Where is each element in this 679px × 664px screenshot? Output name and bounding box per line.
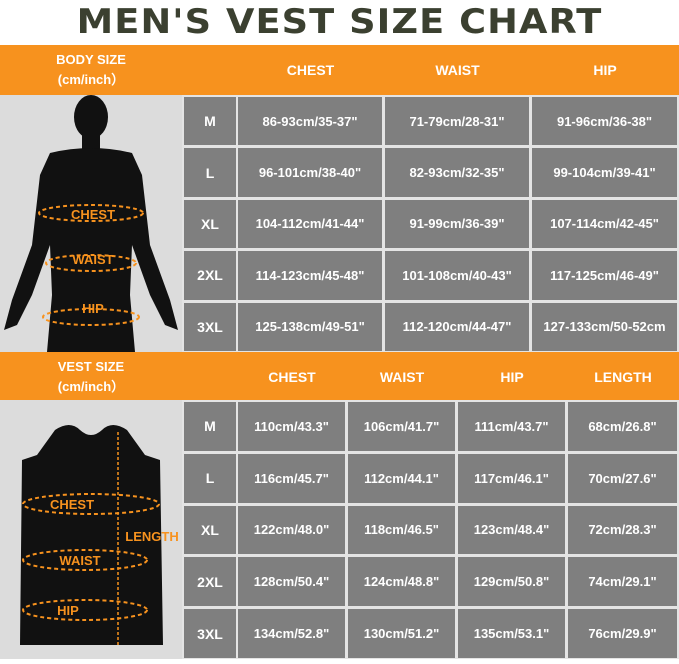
vest-length-figure-label: LENGTH xyxy=(125,529,178,544)
measurement-cell: 125-138cm/49-51" xyxy=(238,302,382,351)
vest-size-label: VEST SIZE (cm/inch） xyxy=(0,357,182,397)
measurement-cell: 122cm/48.0" xyxy=(238,505,345,555)
size-cell: L xyxy=(184,148,236,197)
measurement-cell: 70cm/27.6" xyxy=(568,453,677,503)
size-cell: M xyxy=(184,97,236,146)
measurement-cell: 129cm/50.8" xyxy=(458,557,565,607)
body-size-unit: (cm/inch） xyxy=(57,72,125,87)
measurement-cell: 123cm/48.4" xyxy=(458,505,565,555)
page-title: MEN'S VEST SIZE CHART xyxy=(76,2,603,42)
measurement-cell: 68cm/26.8" xyxy=(568,402,677,451)
size-cell: L xyxy=(184,453,236,503)
measurement-cell: 106cm/41.7" xyxy=(348,402,455,451)
measurement-cell: 116cm/45.7" xyxy=(238,453,345,503)
vest-size-table: M 110cm/43.3" 106cm/41.7" 111cm/43.7" 68cm/2… xyxy=(182,400,679,659)
body-size-label: BODY SIZE (cm/inch） xyxy=(0,50,182,90)
measurement-cell: 128cm/50.4" xyxy=(238,557,345,607)
measurement-cell: 76cm/29.9" xyxy=(568,609,677,658)
chest-figure-label: CHEST xyxy=(71,207,115,222)
vest-size-label-line1: VEST SIZE xyxy=(57,359,125,374)
measurement-cell: 96-101cm/38-40" xyxy=(238,148,382,197)
vest-chest-figure-label: CHEST xyxy=(50,497,94,512)
measurement-cell: 86-93cm/35-37" xyxy=(238,97,382,146)
column-header-chest: CHEST xyxy=(286,62,335,78)
measurement-cell: 117-125cm/46-49" xyxy=(532,251,677,300)
column-header-length: LENGTH xyxy=(594,369,652,385)
vest-figure-panel: CHEST WAIST HIP LENGTH xyxy=(0,400,182,659)
hip-figure-label: HIP xyxy=(82,301,104,316)
vest-waist-figure-label: WAIST xyxy=(59,553,100,568)
measurement-cell: 114-123cm/45-48" xyxy=(238,251,382,300)
body-size-header: BODY SIZE (cm/inch） CHEST WAIST HIP xyxy=(0,45,679,95)
body-silhouette-icon: CHEST WAIST HIP xyxy=(4,95,178,352)
vest-silhouette-icon: CHEST WAIST HIP LENGTH xyxy=(20,425,179,645)
measurement-cell: 134cm/52.8" xyxy=(238,609,345,658)
column-header-waist: WAIST xyxy=(435,62,480,78)
column-header-hip: HIP xyxy=(500,369,524,385)
measurement-cell: 101-108cm/40-43" xyxy=(385,251,529,300)
measurement-cell: 99-104cm/39-41" xyxy=(532,148,677,197)
measurement-cell: 91-96cm/36-38" xyxy=(532,97,677,146)
column-header-chest: CHEST xyxy=(268,369,316,385)
measurement-cell: 118cm/46.5" xyxy=(348,505,455,555)
measurement-cell: 82-93cm/32-35" xyxy=(385,148,529,197)
waist-figure-label: WAIST xyxy=(72,252,113,267)
measurement-cell: 110cm/43.3" xyxy=(238,402,345,451)
measurement-cell: 71-79cm/28-31" xyxy=(385,97,529,146)
size-cell: M xyxy=(184,402,236,451)
body-size-label-line1: BODY SIZE xyxy=(56,52,126,67)
measurement-cell: 107-114cm/42-45" xyxy=(532,199,677,249)
measurement-cell: 117cm/46.1" xyxy=(458,453,565,503)
measurement-cell: 91-99cm/36-39" xyxy=(385,199,529,249)
measurement-cell: 74cm/29.1" xyxy=(568,557,677,607)
measurement-cell: 72cm/28.3" xyxy=(568,505,677,555)
column-header-waist: WAIST xyxy=(379,369,425,385)
size-cell: 3XL xyxy=(184,302,236,351)
measurement-cell: 124cm/48.8" xyxy=(348,557,455,607)
size-cell: XL xyxy=(184,199,236,249)
measurement-cell: 130cm/51.2" xyxy=(348,609,455,658)
size-cell: 2XL xyxy=(184,557,236,607)
size-cell: 3XL xyxy=(184,609,236,658)
vest-size-unit: (cm/inch） xyxy=(57,379,125,394)
measurement-cell: 104-112cm/41-44" xyxy=(238,199,382,249)
vest-hip-figure-label: HIP xyxy=(57,603,79,618)
size-cell: XL xyxy=(184,505,236,555)
column-header-hip: HIP xyxy=(593,62,617,78)
measurement-cell: 112cm/44.1" xyxy=(348,453,455,503)
body-figure-panel: CHEST WAIST HIP xyxy=(0,95,182,352)
measurement-cell: 135cm/53.1" xyxy=(458,609,565,658)
measurement-cell: 111cm/43.7" xyxy=(458,402,565,451)
body-size-table: M 86-93cm/35-37" 71-79cm/28-31" 91-96cm/36-… xyxy=(182,95,679,352)
vest-size-header: VEST SIZE (cm/inch） CHEST WAIST HIP LENGTH xyxy=(0,352,679,400)
measurement-cell: 127-133cm/50-52cm xyxy=(532,302,677,351)
measurement-cell: 112-120cm/44-47" xyxy=(385,302,529,351)
size-cell: 2XL xyxy=(184,251,236,300)
